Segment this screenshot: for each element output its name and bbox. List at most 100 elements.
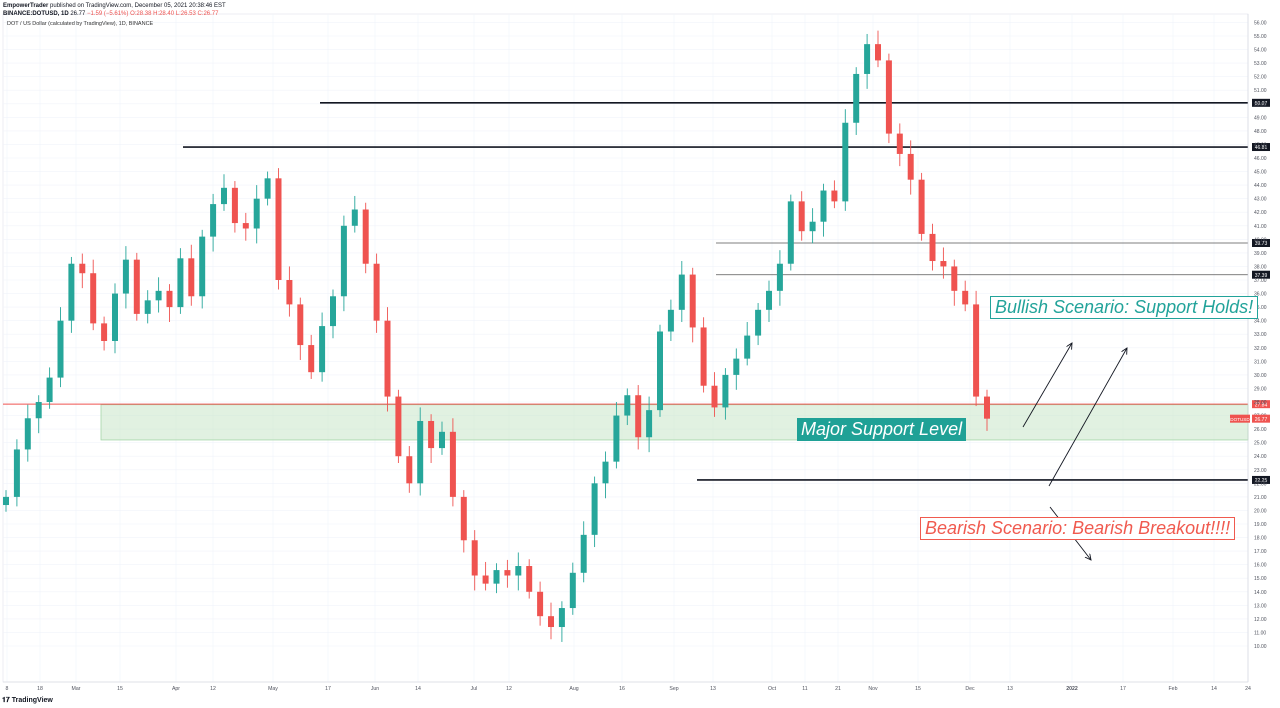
candle-body [613, 415, 620, 462]
time-axis[interactable]: 8 18 Mar 15 Apr 12 May 17 Jun 14 Jul 12 Aug 16 Sep 13 Oc… [3, 681, 1251, 692]
candle-up [755, 303, 762, 346]
candle-body [831, 190, 838, 202]
candle-down [907, 140, 914, 195]
candle-body [842, 122, 849, 202]
tradingview-logo-icon: 𝟏𝟕 [2, 697, 10, 704]
candle-down [940, 247, 947, 279]
time-tick: 24 [1245, 686, 1251, 692]
price-tick: 33.00 [1254, 332, 1267, 338]
chart-grid [2, 13, 1249, 683]
tradingview-footer[interactable]: 𝟏𝟕 TradingView [2, 697, 53, 705]
candle-down [700, 317, 707, 393]
candle-body [460, 496, 467, 541]
candle-body [548, 616, 554, 628]
candle-up [591, 476, 598, 548]
candle-up [340, 215, 347, 312]
candle-up [35, 395, 42, 434]
level-tag-46.81 [1252, 143, 1270, 152]
candle-down [90, 259, 97, 331]
candle-up [264, 171, 271, 206]
candle-up [744, 322, 751, 366]
candle-up [667, 299, 674, 341]
candle-body [515, 566, 522, 576]
candle-down [428, 414, 435, 463]
candle-up [776, 250, 783, 306]
price-tick: 42.00 [1254, 210, 1267, 216]
price-tick: 24.00 [1254, 454, 1267, 460]
candle-up [602, 451, 609, 499]
candle-body [319, 326, 326, 373]
candle-body [864, 44, 871, 74]
candle-up [439, 421, 445, 455]
candle-body [449, 431, 456, 497]
candle-body [406, 456, 413, 484]
candle-body [122, 259, 129, 294]
candle-down [449, 418, 456, 507]
candle-up [722, 368, 729, 420]
time-tick: Sep [669, 686, 678, 692]
candle-body [188, 258, 195, 297]
candle-body [962, 290, 969, 305]
candle-body [340, 225, 347, 297]
candle-down [951, 259, 958, 306]
level-tag-37.39 [1252, 270, 1270, 279]
candle-body [744, 335, 751, 359]
candle-body [144, 300, 151, 314]
candle-up [569, 562, 576, 615]
candle-body [210, 204, 217, 237]
candle-body [242, 223, 249, 229]
candle-body [90, 273, 97, 324]
candle-up [13, 439, 20, 507]
price-tick: 11.00 [1254, 630, 1266, 636]
publisher-name[interactable]: EmpowerTrader [3, 3, 49, 9]
time-tick: Oct [768, 686, 777, 692]
candle-up [24, 404, 31, 462]
price-tick: 45.00 [1254, 170, 1267, 176]
last-price-value: 26.77 [1255, 417, 1268, 423]
candle-body [330, 296, 336, 327]
ohlc-values: O:28.38 H:28.40 L:26.53 C:26.77 [130, 11, 219, 17]
price-tick: 16.00 [1254, 563, 1267, 569]
candle-body [68, 263, 75, 321]
candle-down [471, 530, 478, 591]
price-tick: 15.00 [1254, 576, 1267, 582]
candle-body [504, 570, 511, 576]
candle-body [351, 209, 358, 226]
last-price-tag [1252, 414, 1270, 423]
support-zone [100, 404, 1249, 441]
candle-body [875, 44, 881, 61]
candle-up [809, 208, 816, 244]
price-tick: 43.00 [1254, 197, 1267, 203]
candle-up [319, 312, 326, 382]
scenario-arrow [1048, 348, 1127, 487]
price-tick: 17.00 [1254, 549, 1267, 555]
bullish-scenario-label: Bullish Scenario: Support Holds! [990, 296, 1259, 319]
price-axis[interactable]: 10.00 11.00 12.00 13.00 14.00 15.00 16.00 17.00… [1230, 14, 1270, 682]
candle-body [689, 274, 696, 328]
candle-down [962, 280, 969, 312]
candle-body [580, 534, 587, 573]
candle-body [591, 483, 598, 535]
candle-up [766, 280, 772, 323]
brand-name: TradingView [11, 697, 53, 704]
price-tick: 55.00 [1254, 34, 1267, 40]
candle-body [79, 263, 86, 274]
time-tick: 12 [506, 686, 512, 692]
time-tick: Apr [172, 686, 180, 692]
time-tick: Dec [965, 686, 975, 692]
level-value-37.39: 37.39 [1255, 273, 1268, 279]
candle-body [951, 266, 958, 291]
candle-up [417, 407, 424, 496]
candle-down [231, 181, 238, 233]
candle-up [646, 396, 653, 453]
last-price: 26.77 [70, 11, 86, 17]
candle-body [264, 178, 271, 199]
candle-body [482, 575, 489, 584]
candle-down [711, 372, 718, 417]
level-tag-50.07 [1252, 98, 1270, 107]
candle-down [635, 385, 642, 450]
candle-up [678, 261, 685, 323]
candle-down [308, 334, 315, 379]
time-tick: Feb [1169, 686, 1178, 692]
